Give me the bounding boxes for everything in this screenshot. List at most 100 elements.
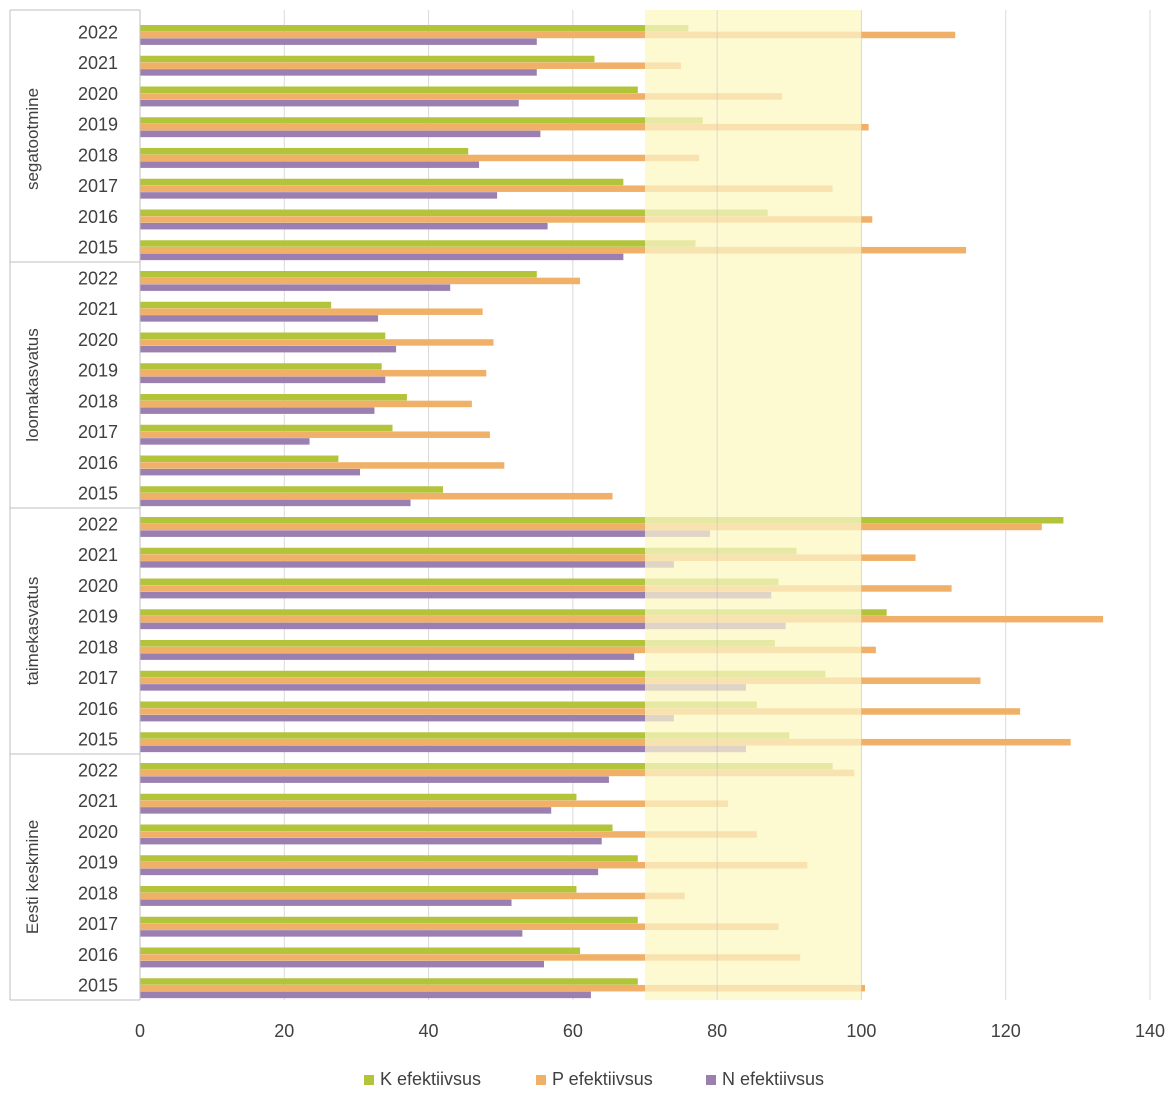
bar [140, 916, 638, 924]
bar [140, 55, 595, 63]
bar-in-band [645, 701, 757, 708]
bar-over-band [861, 609, 887, 616]
bar-in-band [645, 831, 757, 838]
bar [140, 954, 645, 961]
bar [140, 807, 552, 814]
value-axis-ticks: 0 20 40 60 80 100 120 140 [135, 1021, 1165, 1041]
bar [140, 192, 498, 199]
bar [140, 923, 645, 930]
optimal-range-band [645, 10, 862, 1000]
year-label: 2020 [78, 822, 118, 842]
bar [140, 492, 613, 500]
bar-in-band [645, 246, 862, 254]
bar [140, 677, 645, 684]
bar-in-band [645, 745, 746, 753]
bar [140, 615, 645, 623]
year-label: 2015 [78, 730, 118, 750]
bar-in-band [645, 923, 779, 930]
bar-in-band [645, 861, 808, 869]
bar-in-band [645, 240, 696, 247]
legend-label: P efektiivsus [552, 1069, 653, 1089]
year-label: 2020 [78, 84, 118, 104]
year-label: 2021 [78, 545, 118, 565]
bar [140, 578, 645, 585]
bar [140, 161, 480, 168]
year-label: 2021 [78, 791, 118, 811]
year-label: 2017 [78, 176, 118, 196]
year-label: 2016 [78, 453, 118, 473]
bar-in-band [645, 209, 768, 216]
bar [140, 547, 645, 555]
bar-over-band [861, 585, 952, 592]
bar [140, 486, 443, 493]
bar [140, 332, 386, 339]
bar [140, 745, 645, 753]
bar [140, 431, 490, 438]
bar [140, 530, 645, 537]
bar-in-band [645, 800, 728, 807]
bar [140, 837, 602, 845]
bar [140, 86, 638, 93]
bar [140, 240, 645, 247]
bar-in-band [645, 25, 689, 32]
bar [140, 609, 645, 616]
year-label: 2019 [78, 115, 118, 135]
bar-in-band [645, 615, 862, 623]
bar-in-band [645, 738, 862, 746]
year-label: 2022 [78, 760, 118, 780]
bar [140, 899, 512, 906]
x-tick-label: 100 [846, 1021, 876, 1041]
bar-over-band [861, 31, 956, 39]
bar [140, 277, 581, 285]
bar [140, 400, 472, 408]
x-tick-label: 140 [1135, 1021, 1165, 1041]
bar-in-band [645, 640, 775, 647]
legend-swatch [536, 1075, 546, 1085]
bar [140, 732, 645, 739]
bar [140, 308, 483, 315]
bar-in-band [645, 554, 862, 561]
bar-in-band [645, 530, 710, 537]
bar [140, 738, 645, 746]
year-label: 2015 [78, 484, 118, 504]
year-label: 2018 [78, 883, 118, 903]
bar [140, 99, 519, 107]
year-label: 2022 [78, 22, 118, 42]
bar [140, 769, 645, 777]
year-label: 2019 [78, 607, 118, 627]
bar-in-band [645, 547, 797, 555]
group-label: segatootmine [23, 88, 42, 190]
legend-swatch [364, 1075, 374, 1085]
bar-in-band [645, 123, 862, 131]
bar-over-band [861, 708, 1021, 715]
bar [140, 622, 645, 630]
bar [140, 653, 635, 660]
bar-over-band [861, 677, 981, 684]
bar [140, 591, 645, 599]
year-label: 2019 [78, 361, 118, 381]
bar [140, 701, 645, 708]
bar [140, 561, 645, 568]
bar-in-band [645, 677, 862, 684]
bar [140, 284, 451, 291]
bar [140, 246, 645, 254]
bar [140, 455, 339, 462]
bar-in-band [645, 31, 862, 39]
bar [140, 301, 332, 309]
bar [140, 800, 645, 807]
year-label: 2016 [78, 699, 118, 719]
bar [140, 31, 645, 39]
bar [140, 209, 645, 216]
bar-over-band [861, 246, 967, 254]
bar [140, 69, 537, 76]
bar-over-band [861, 517, 1064, 524]
bar [140, 25, 645, 32]
bar-in-band [645, 670, 826, 678]
bar [140, 222, 548, 230]
bar [140, 824, 613, 831]
bar [140, 38, 537, 45]
gridlines [283, 10, 1151, 1000]
year-label: 2018 [78, 391, 118, 411]
bar-over-band [861, 646, 876, 654]
